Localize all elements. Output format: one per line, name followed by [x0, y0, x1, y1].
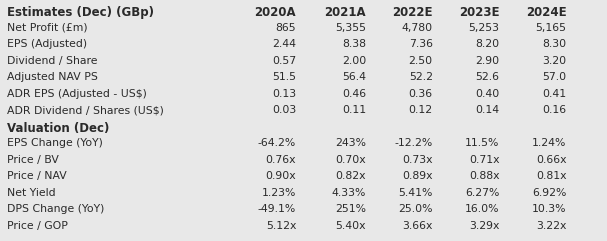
Text: DPS Change (YoY): DPS Change (YoY) [7, 204, 104, 214]
Text: 0.57: 0.57 [272, 56, 296, 66]
Text: 5.40x: 5.40x [336, 221, 366, 231]
Text: 8.38: 8.38 [342, 39, 366, 49]
Text: 3.22x: 3.22x [536, 221, 566, 231]
Text: -49.1%: -49.1% [258, 204, 296, 214]
Text: EPS (Adjusted): EPS (Adjusted) [7, 39, 87, 49]
Text: 2020A: 2020A [254, 6, 296, 19]
Text: ADR Dividend / Shares (US$): ADR Dividend / Shares (US$) [7, 105, 164, 115]
Text: 5,355: 5,355 [335, 23, 366, 33]
Text: -64.2%: -64.2% [258, 138, 296, 148]
Text: ADR EPS (Adjusted - US$): ADR EPS (Adjusted - US$) [7, 89, 147, 99]
Text: 2.90: 2.90 [475, 56, 500, 66]
Text: 4,780: 4,780 [402, 23, 433, 33]
Text: 0.03: 0.03 [272, 105, 296, 115]
Text: Dividend / Share: Dividend / Share [7, 56, 98, 66]
Text: 16.0%: 16.0% [465, 204, 500, 214]
Text: Net Yield: Net Yield [7, 188, 56, 198]
Text: Price / GOP: Price / GOP [7, 221, 68, 231]
Text: 0.71x: 0.71x [469, 155, 500, 165]
Text: 8.20: 8.20 [475, 39, 500, 49]
Text: 2023E: 2023E [459, 6, 500, 19]
Text: 25.0%: 25.0% [398, 204, 433, 214]
Text: 251%: 251% [335, 204, 366, 214]
Text: 243%: 243% [335, 138, 366, 148]
Text: 2021A: 2021A [324, 6, 366, 19]
Text: 0.70x: 0.70x [336, 155, 366, 165]
Text: EPS Change (YoY): EPS Change (YoY) [7, 138, 103, 148]
Text: Price / NAV: Price / NAV [7, 171, 67, 181]
Text: 52.6: 52.6 [475, 72, 500, 82]
Text: 6.27%: 6.27% [465, 188, 500, 198]
Text: Price / BV: Price / BV [7, 155, 59, 165]
Text: Valuation (Dec): Valuation (Dec) [7, 122, 110, 134]
Text: 0.11: 0.11 [342, 105, 366, 115]
Text: 0.73x: 0.73x [402, 155, 433, 165]
Text: 0.12: 0.12 [409, 105, 433, 115]
Text: 0.82x: 0.82x [336, 171, 366, 181]
Text: 2022E: 2022E [392, 6, 433, 19]
Text: 0.36: 0.36 [409, 89, 433, 99]
Text: 0.14: 0.14 [475, 105, 500, 115]
Text: 5,165: 5,165 [535, 23, 566, 33]
Text: 0.46: 0.46 [342, 89, 366, 99]
Text: 0.16: 0.16 [542, 105, 566, 115]
Text: 0.76x: 0.76x [266, 155, 296, 165]
Text: 0.13: 0.13 [272, 89, 296, 99]
Text: 51.5: 51.5 [272, 72, 296, 82]
Text: 1.23%: 1.23% [262, 188, 296, 198]
Text: 865: 865 [276, 23, 296, 33]
Text: 2.50: 2.50 [409, 56, 433, 66]
Text: 56.4: 56.4 [342, 72, 366, 82]
Text: 10.3%: 10.3% [532, 204, 566, 214]
Text: 0.41: 0.41 [542, 89, 566, 99]
Text: 2.00: 2.00 [342, 56, 366, 66]
Text: 6.92%: 6.92% [532, 188, 566, 198]
Text: Estimates (Dec) (GBp): Estimates (Dec) (GBp) [7, 6, 154, 19]
Text: 5.41%: 5.41% [398, 188, 433, 198]
Text: 1.24%: 1.24% [532, 138, 566, 148]
Text: Net Profit (£m): Net Profit (£m) [7, 23, 88, 33]
Text: 7.36: 7.36 [409, 39, 433, 49]
Text: 3.29x: 3.29x [469, 221, 500, 231]
Text: 2024E: 2024E [526, 6, 566, 19]
Text: 3.66x: 3.66x [402, 221, 433, 231]
Text: 5.12x: 5.12x [266, 221, 296, 231]
Text: 2.44: 2.44 [272, 39, 296, 49]
Text: 0.90x: 0.90x [266, 171, 296, 181]
Text: 5,253: 5,253 [469, 23, 500, 33]
Text: 4.33%: 4.33% [331, 188, 366, 198]
Text: 0.89x: 0.89x [402, 171, 433, 181]
Text: 8.30: 8.30 [542, 39, 566, 49]
Text: 0.66x: 0.66x [536, 155, 566, 165]
Text: Adjusted NAV PS: Adjusted NAV PS [7, 72, 98, 82]
Text: 11.5%: 11.5% [465, 138, 500, 148]
Text: 0.40: 0.40 [475, 89, 500, 99]
Text: 0.88x: 0.88x [469, 171, 500, 181]
Text: -12.2%: -12.2% [395, 138, 433, 148]
Text: 52.2: 52.2 [409, 72, 433, 82]
Text: 3.20: 3.20 [542, 56, 566, 66]
Text: 57.0: 57.0 [542, 72, 566, 82]
Text: 0.81x: 0.81x [536, 171, 566, 181]
